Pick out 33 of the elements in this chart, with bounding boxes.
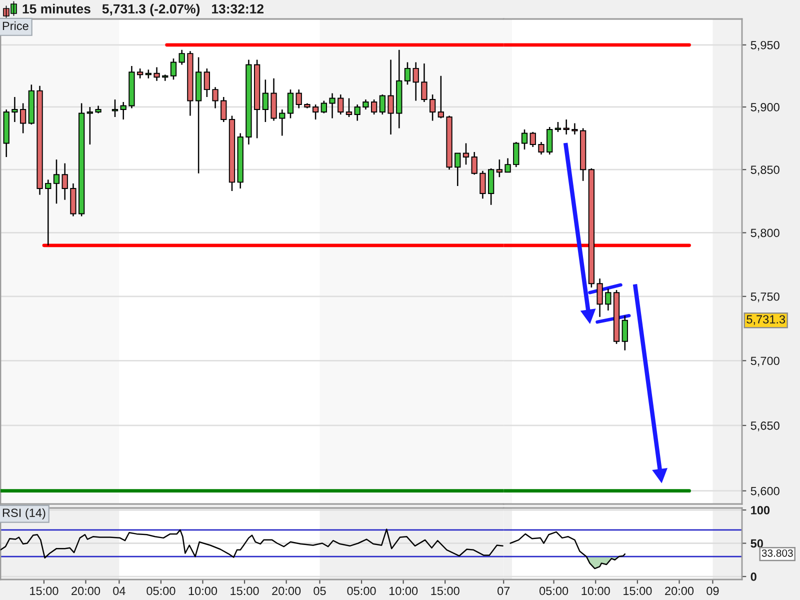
y-tick-label: 5,700 xyxy=(750,356,780,366)
x-tick-label: 09 xyxy=(706,586,719,596)
chart-title: 15 minutes 5,731.3 (-2.07%) 13:32:12 xyxy=(22,4,264,16)
y-tick-label: 100 xyxy=(751,506,770,514)
x-tick-label: 20:00 xyxy=(272,586,301,596)
x-tick-label: 07 xyxy=(497,586,510,596)
y-tick-label: 5,900 xyxy=(750,103,780,113)
y-tick-label: 5,950 xyxy=(750,40,780,51)
y-tick-label: 50 xyxy=(750,539,763,548)
y-tick-label: 0 xyxy=(750,572,756,581)
x-tick-label: 15:00 xyxy=(624,586,652,596)
text: 5,731.3 xyxy=(746,315,786,325)
x-tick-label: 05:00 xyxy=(347,586,376,596)
x-tick-label: 05 xyxy=(314,586,326,596)
y-tick-label: 5,650 xyxy=(750,422,780,432)
y-axis-title: RSI (14) xyxy=(2,508,46,520)
x-tick-label: 10:00 xyxy=(389,586,418,596)
x-tick-label: 05:00 xyxy=(146,586,176,596)
y-tick-label: 5,800 xyxy=(750,228,780,239)
y-tick-label: 5,600 xyxy=(750,486,780,497)
x-tick-label: 10:00 xyxy=(582,586,610,596)
x-tick-label: 15:00 xyxy=(30,586,58,596)
y-axis-title: Price xyxy=(2,21,28,30)
x-tick-label: 20:00 xyxy=(665,586,694,596)
x-tick-label: 15:00 xyxy=(230,586,259,596)
x-tick-label: 20:00 xyxy=(72,586,100,596)
x-tick-label: 05:00 xyxy=(539,586,568,596)
x-tick-label: 10:00 xyxy=(188,586,218,596)
y-tick-label: 5,850 xyxy=(750,166,780,176)
x-tick-label: 15:00 xyxy=(431,586,460,596)
x-tick-label: 04 xyxy=(113,586,126,596)
y-tick-label: 5,750 xyxy=(750,292,780,302)
text: 33.803 xyxy=(762,549,793,557)
